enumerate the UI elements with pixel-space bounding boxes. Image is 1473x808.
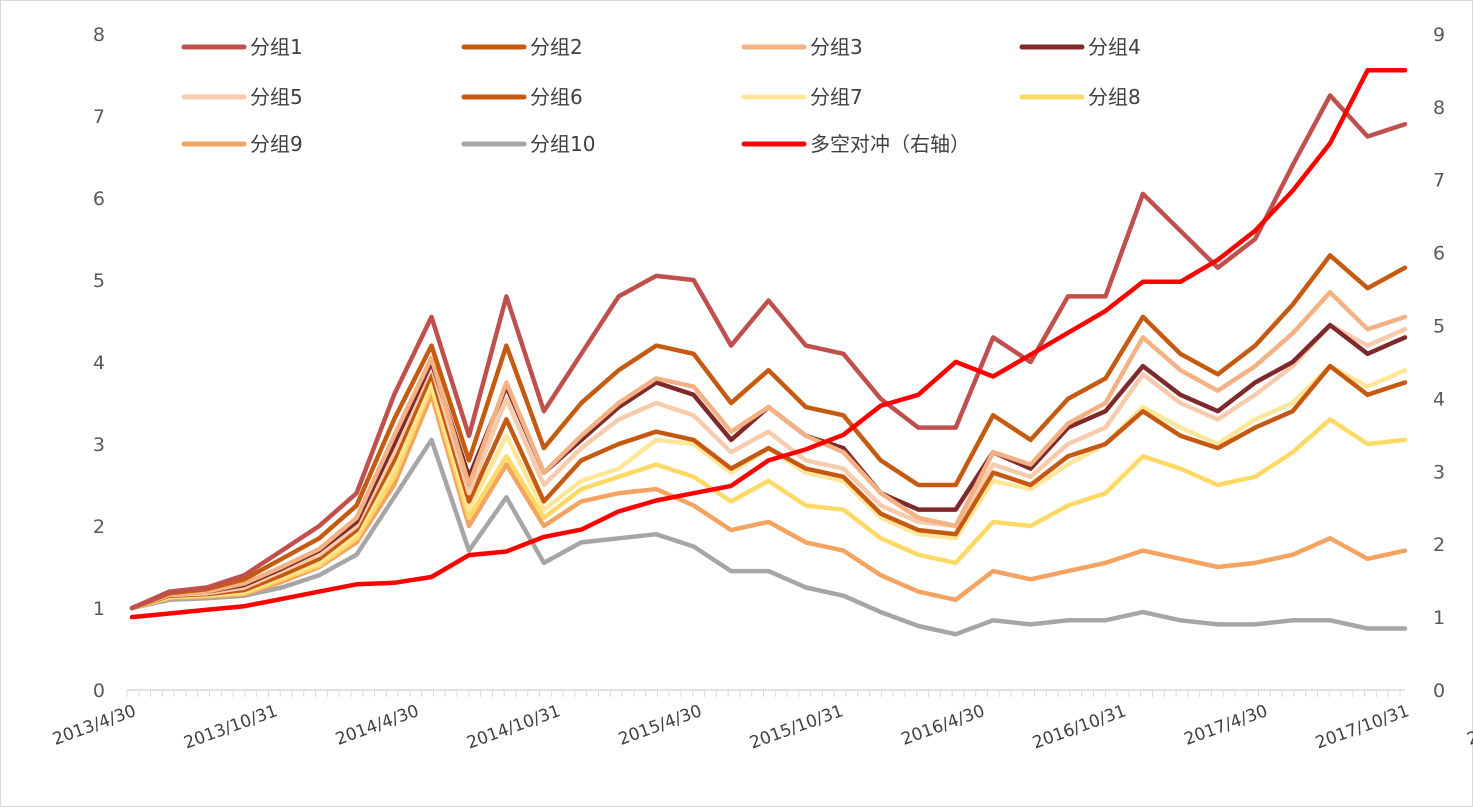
left-tick-label: 8 [93, 24, 105, 46]
series-line-6 [129, 363, 1408, 611]
right-tick-label: 6 [1433, 243, 1445, 265]
x-tick-label: 2013/10/31 [181, 701, 280, 753]
left-tick-label: 4 [93, 352, 105, 374]
legend-label: 分组3 [810, 35, 863, 59]
legend-label: 分组7 [810, 85, 863, 109]
x-axis: 2013/4/30 2013/10/31 2014/4/30 2014/10/31 20… [50, 689, 1473, 753]
series-line-1 [129, 93, 1408, 611]
legend-label: 分组8 [1088, 85, 1141, 109]
left-tick-label: 3 [93, 434, 105, 456]
right-tick-label: 4 [1433, 388, 1445, 410]
right-tick-label: 3 [1433, 461, 1445, 483]
x-tick-label: 2014/10/31 [464, 701, 563, 753]
left-tick-label: 1 [93, 598, 105, 620]
left-tick-label: 6 [93, 188, 105, 210]
legend-label: 分组1 [250, 35, 303, 59]
series-line-3 [129, 290, 1408, 611]
legend: 分组1 分组2 分组3 分组4 分组5 分组6 分组7 分组8 分组9 分组10 多空对冲（右轴） [181, 35, 1141, 156]
right-tick-label: 1 [1433, 607, 1445, 629]
left-tick-label: 7 [93, 106, 105, 128]
x-tick-label: 2015/4/30 [616, 701, 705, 750]
series-line-11 [129, 68, 1408, 620]
series-line-9 [129, 392, 1408, 611]
x-tick-label: 2014/4/30 [333, 701, 422, 750]
right-tick-label: 8 [1433, 97, 1445, 119]
x-tick-label: 2018/4/30 [1465, 701, 1473, 750]
left-tick-label: 2 [93, 516, 105, 538]
right-tick-label: 9 [1433, 24, 1445, 46]
series-lines [129, 68, 1408, 637]
series-line-2 [129, 253, 1408, 611]
right-tick-label: 2 [1433, 534, 1445, 556]
right-tick-label: 7 [1433, 170, 1445, 192]
series-line-5 [129, 322, 1408, 611]
left-tick-label: 5 [93, 270, 105, 292]
x-tick-label: 2013/4/30 [50, 701, 139, 750]
x-tick-label: 2015/10/31 [747, 701, 846, 753]
series-line-8 [129, 384, 1408, 611]
legend-label: 分组2 [530, 35, 583, 59]
x-tick-label: 2017/4/30 [1182, 701, 1271, 750]
x-tick-label: 2016/10/31 [1030, 701, 1129, 753]
x-tick-label: 2017/10/31 [1313, 701, 1412, 753]
legend-label: 分组10 [530, 132, 595, 156]
legend-label: 分组9 [250, 132, 303, 156]
left-axis-tick-labels: 0 1 2 3 4 5 6 7 8 [93, 24, 105, 702]
legend-label: 分组6 [530, 85, 583, 109]
left-tick-label: 0 [93, 680, 105, 702]
legend-label: 分组4 [1088, 35, 1141, 59]
series-line-10 [129, 437, 1408, 637]
x-tick-label: 2016/4/30 [899, 701, 988, 750]
right-tick-label: 0 [1433, 680, 1445, 702]
legend-label: 多空对冲（右轴） [810, 132, 970, 156]
right-axis-tick-labels: 0 1 2 3 4 5 6 7 8 9 [1433, 24, 1445, 702]
right-tick-label: 5 [1433, 316, 1445, 338]
legend-label: 分组5 [250, 85, 303, 109]
